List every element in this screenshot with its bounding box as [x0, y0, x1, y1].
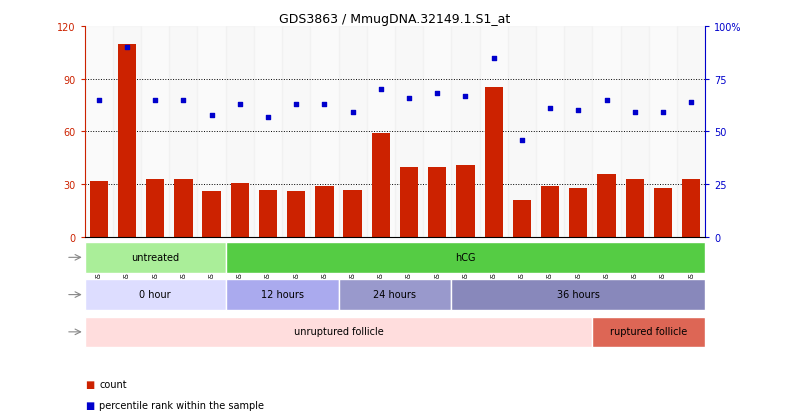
Text: count: count: [99, 379, 127, 389]
Bar: [541, 187, 559, 237]
Bar: [85, 27, 113, 237]
Point: [205, 112, 218, 119]
Bar: [226, 242, 705, 273]
Bar: [569, 188, 588, 237]
Bar: [231, 183, 249, 237]
Bar: [89, 181, 108, 237]
Bar: [564, 27, 592, 237]
Point: [600, 97, 613, 104]
Bar: [85, 242, 226, 273]
Bar: [85, 317, 592, 347]
Bar: [649, 27, 677, 237]
Point: [261, 114, 274, 121]
Bar: [141, 27, 169, 237]
Text: 12 hours: 12 hours: [260, 289, 304, 299]
Text: 0 hour: 0 hour: [139, 289, 171, 299]
Text: hCG: hCG: [455, 252, 476, 262]
Text: untreated: untreated: [131, 252, 179, 262]
Bar: [254, 27, 282, 237]
Bar: [202, 192, 221, 237]
Bar: [677, 27, 705, 237]
Bar: [625, 180, 644, 237]
Bar: [451, 27, 480, 237]
Bar: [592, 317, 705, 347]
Bar: [113, 27, 141, 237]
Bar: [484, 88, 503, 237]
Text: unruptured follicle: unruptured follicle: [293, 326, 384, 336]
Point: [177, 97, 190, 104]
Bar: [508, 27, 536, 237]
Bar: [174, 180, 193, 237]
Bar: [197, 27, 226, 237]
Title: GDS3863 / MmugDNA.32149.1.S1_at: GDS3863 / MmugDNA.32149.1.S1_at: [280, 13, 510, 26]
Text: ■: ■: [85, 400, 93, 410]
Bar: [536, 27, 564, 237]
Point: [92, 97, 105, 104]
Point: [684, 100, 697, 106]
Point: [121, 45, 134, 51]
Bar: [480, 27, 508, 237]
Bar: [367, 27, 395, 237]
Bar: [85, 280, 226, 310]
Bar: [372, 134, 390, 237]
Bar: [682, 180, 700, 237]
Text: 24 hours: 24 hours: [373, 289, 417, 299]
Point: [629, 110, 642, 116]
Bar: [456, 166, 475, 237]
Bar: [226, 280, 339, 310]
Bar: [400, 167, 418, 237]
Bar: [315, 187, 334, 237]
Bar: [513, 201, 531, 237]
Point: [403, 95, 416, 102]
Bar: [343, 190, 362, 237]
Point: [347, 110, 359, 116]
Bar: [428, 167, 447, 237]
Bar: [423, 27, 451, 237]
Bar: [654, 188, 672, 237]
Bar: [169, 27, 197, 237]
Bar: [597, 174, 616, 237]
Bar: [592, 27, 621, 237]
Point: [318, 102, 331, 108]
Bar: [146, 180, 164, 237]
Point: [430, 91, 443, 97]
Point: [543, 106, 556, 112]
Point: [487, 55, 500, 62]
Text: 36 hours: 36 hours: [557, 289, 600, 299]
Text: ■: ■: [85, 379, 93, 389]
Point: [374, 87, 388, 93]
Bar: [259, 190, 277, 237]
Bar: [451, 280, 705, 310]
Bar: [310, 27, 339, 237]
Bar: [287, 192, 305, 237]
Bar: [395, 27, 423, 237]
Bar: [621, 27, 649, 237]
Bar: [226, 27, 254, 237]
Bar: [282, 27, 310, 237]
Point: [516, 137, 529, 144]
Point: [234, 102, 247, 108]
Text: percentile rank within the sample: percentile rank within the sample: [99, 400, 264, 410]
Point: [290, 102, 303, 108]
Bar: [118, 44, 136, 237]
Point: [459, 93, 472, 100]
Point: [657, 110, 670, 116]
Point: [148, 97, 161, 104]
Bar: [339, 27, 367, 237]
Bar: [339, 280, 451, 310]
Text: ruptured follicle: ruptured follicle: [610, 326, 688, 336]
Point: [571, 108, 584, 114]
